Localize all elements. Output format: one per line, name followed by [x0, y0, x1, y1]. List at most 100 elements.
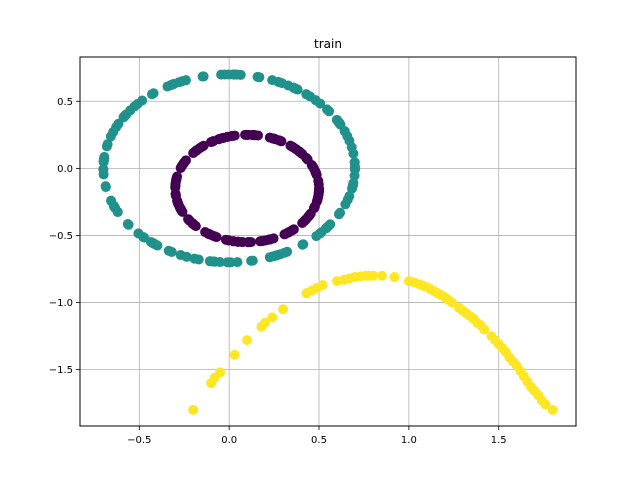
scatter-point: [264, 132, 275, 143]
scatter-point: [100, 182, 111, 193]
scatter-point: [298, 239, 309, 250]
plot-frame: [79, 56, 577, 427]
scatter-point: [313, 186, 324, 197]
scatter-point: [125, 105, 136, 116]
scatter-point: [268, 233, 279, 244]
scatter-point: [242, 335, 253, 346]
scatter-point: [270, 250, 281, 261]
scatter-point: [177, 206, 188, 217]
scatter-point: [479, 324, 490, 335]
scatter-point: [278, 304, 289, 315]
scatter-point: [276, 78, 287, 89]
scatter-point: [376, 270, 387, 281]
x-tick-label: 0.5: [311, 435, 327, 446]
scatter-point: [98, 164, 109, 175]
scatter-point: [285, 140, 296, 151]
scatter-point: [389, 272, 400, 283]
scatter-point: [307, 161, 318, 172]
scatter-point: [170, 180, 181, 191]
scatter-point: [111, 122, 122, 133]
scatter-point: [233, 236, 244, 247]
scatter-point: [209, 256, 220, 267]
scatter-point: [279, 247, 290, 258]
scatter-point: [304, 210, 315, 221]
scatter-point: [248, 130, 259, 141]
scatter-point: [317, 280, 328, 291]
scatter-point: [288, 224, 299, 235]
scatter-point: [367, 270, 378, 281]
x-tick-label: −0.5: [127, 435, 151, 446]
scatter-point: [241, 129, 252, 140]
scatter-point: [344, 135, 355, 146]
scatter-point: [173, 198, 184, 209]
scatter-point: [118, 112, 129, 123]
scatter-point: [152, 240, 163, 251]
scatter-point: [219, 69, 230, 80]
scatter-point: [311, 169, 322, 180]
scatter-point: [342, 194, 353, 205]
scatter-point: [335, 207, 346, 218]
scatter-point: [190, 221, 201, 232]
scatter-point: [331, 114, 342, 125]
scatter-point: [447, 297, 457, 308]
scatter-point: [273, 135, 284, 146]
scatter-point: [322, 104, 333, 115]
scatter-point: [325, 219, 336, 230]
data-points: [98, 69, 558, 415]
scatter-point: [188, 404, 199, 415]
scatter-point: [288, 82, 299, 93]
scatter-point: [229, 349, 240, 360]
scatter-point: [105, 131, 116, 142]
scatter-point: [547, 404, 558, 415]
scatter-point: [138, 232, 149, 243]
scatter-point: [222, 257, 233, 268]
scatter-point: [247, 255, 258, 266]
scatter-point: [146, 89, 157, 100]
x-tick-label: 0.0: [221, 435, 237, 446]
scatter-point: [193, 254, 204, 265]
y-tick-label: −1.5: [49, 365, 73, 376]
scatter-point: [267, 312, 278, 323]
scatter-point: [309, 201, 320, 212]
chart-title: train: [314, 37, 342, 51]
scatter-point: [162, 81, 173, 92]
x-tick-label: 1.0: [401, 435, 417, 446]
scatter-point: [301, 89, 312, 100]
scatter-point: [188, 148, 199, 159]
scatter-point: [232, 257, 243, 268]
scatter-point: [258, 235, 269, 246]
scatter-point: [267, 75, 278, 86]
scatter-point: [246, 237, 257, 248]
scatter-point: [349, 161, 360, 172]
scatter-point: [112, 207, 123, 218]
scatter-point: [166, 246, 177, 257]
plot-area: [80, 57, 576, 426]
scatter-point: [123, 219, 134, 230]
axes: −0.5 0.0 0.5 1.0 1.5 −1.5 −1.0 −0.5 0.0 0.5: [49, 97, 507, 446]
scatter-point: [197, 71, 208, 82]
y-tick-label: −1.0: [49, 298, 73, 309]
scatter-point: [252, 71, 263, 82]
scatter-point: [348, 179, 359, 190]
scatter-point: [195, 142, 206, 153]
scatter-point: [132, 99, 143, 110]
scatter-point: [210, 231, 221, 242]
scatter-point: [98, 155, 109, 166]
scatter-point: [348, 148, 359, 159]
scatter-point: [101, 141, 112, 152]
y-tick-label: 0.5: [57, 97, 73, 108]
scatter-point: [217, 133, 228, 144]
scatter-point: [540, 399, 551, 410]
y-tick-label: −0.5: [49, 231, 73, 242]
x-tick-label: 1.5: [491, 435, 507, 446]
scatter-point: [175, 162, 186, 173]
scatter-point: [260, 317, 271, 328]
y-tick-label: 0.0: [57, 164, 73, 175]
scatter-point: [229, 69, 240, 80]
scatter-point: [310, 95, 321, 106]
grid: [80, 57, 576, 426]
scatter-point: [294, 146, 305, 157]
scatter-point: [215, 367, 226, 378]
scatter-point: [181, 251, 192, 262]
